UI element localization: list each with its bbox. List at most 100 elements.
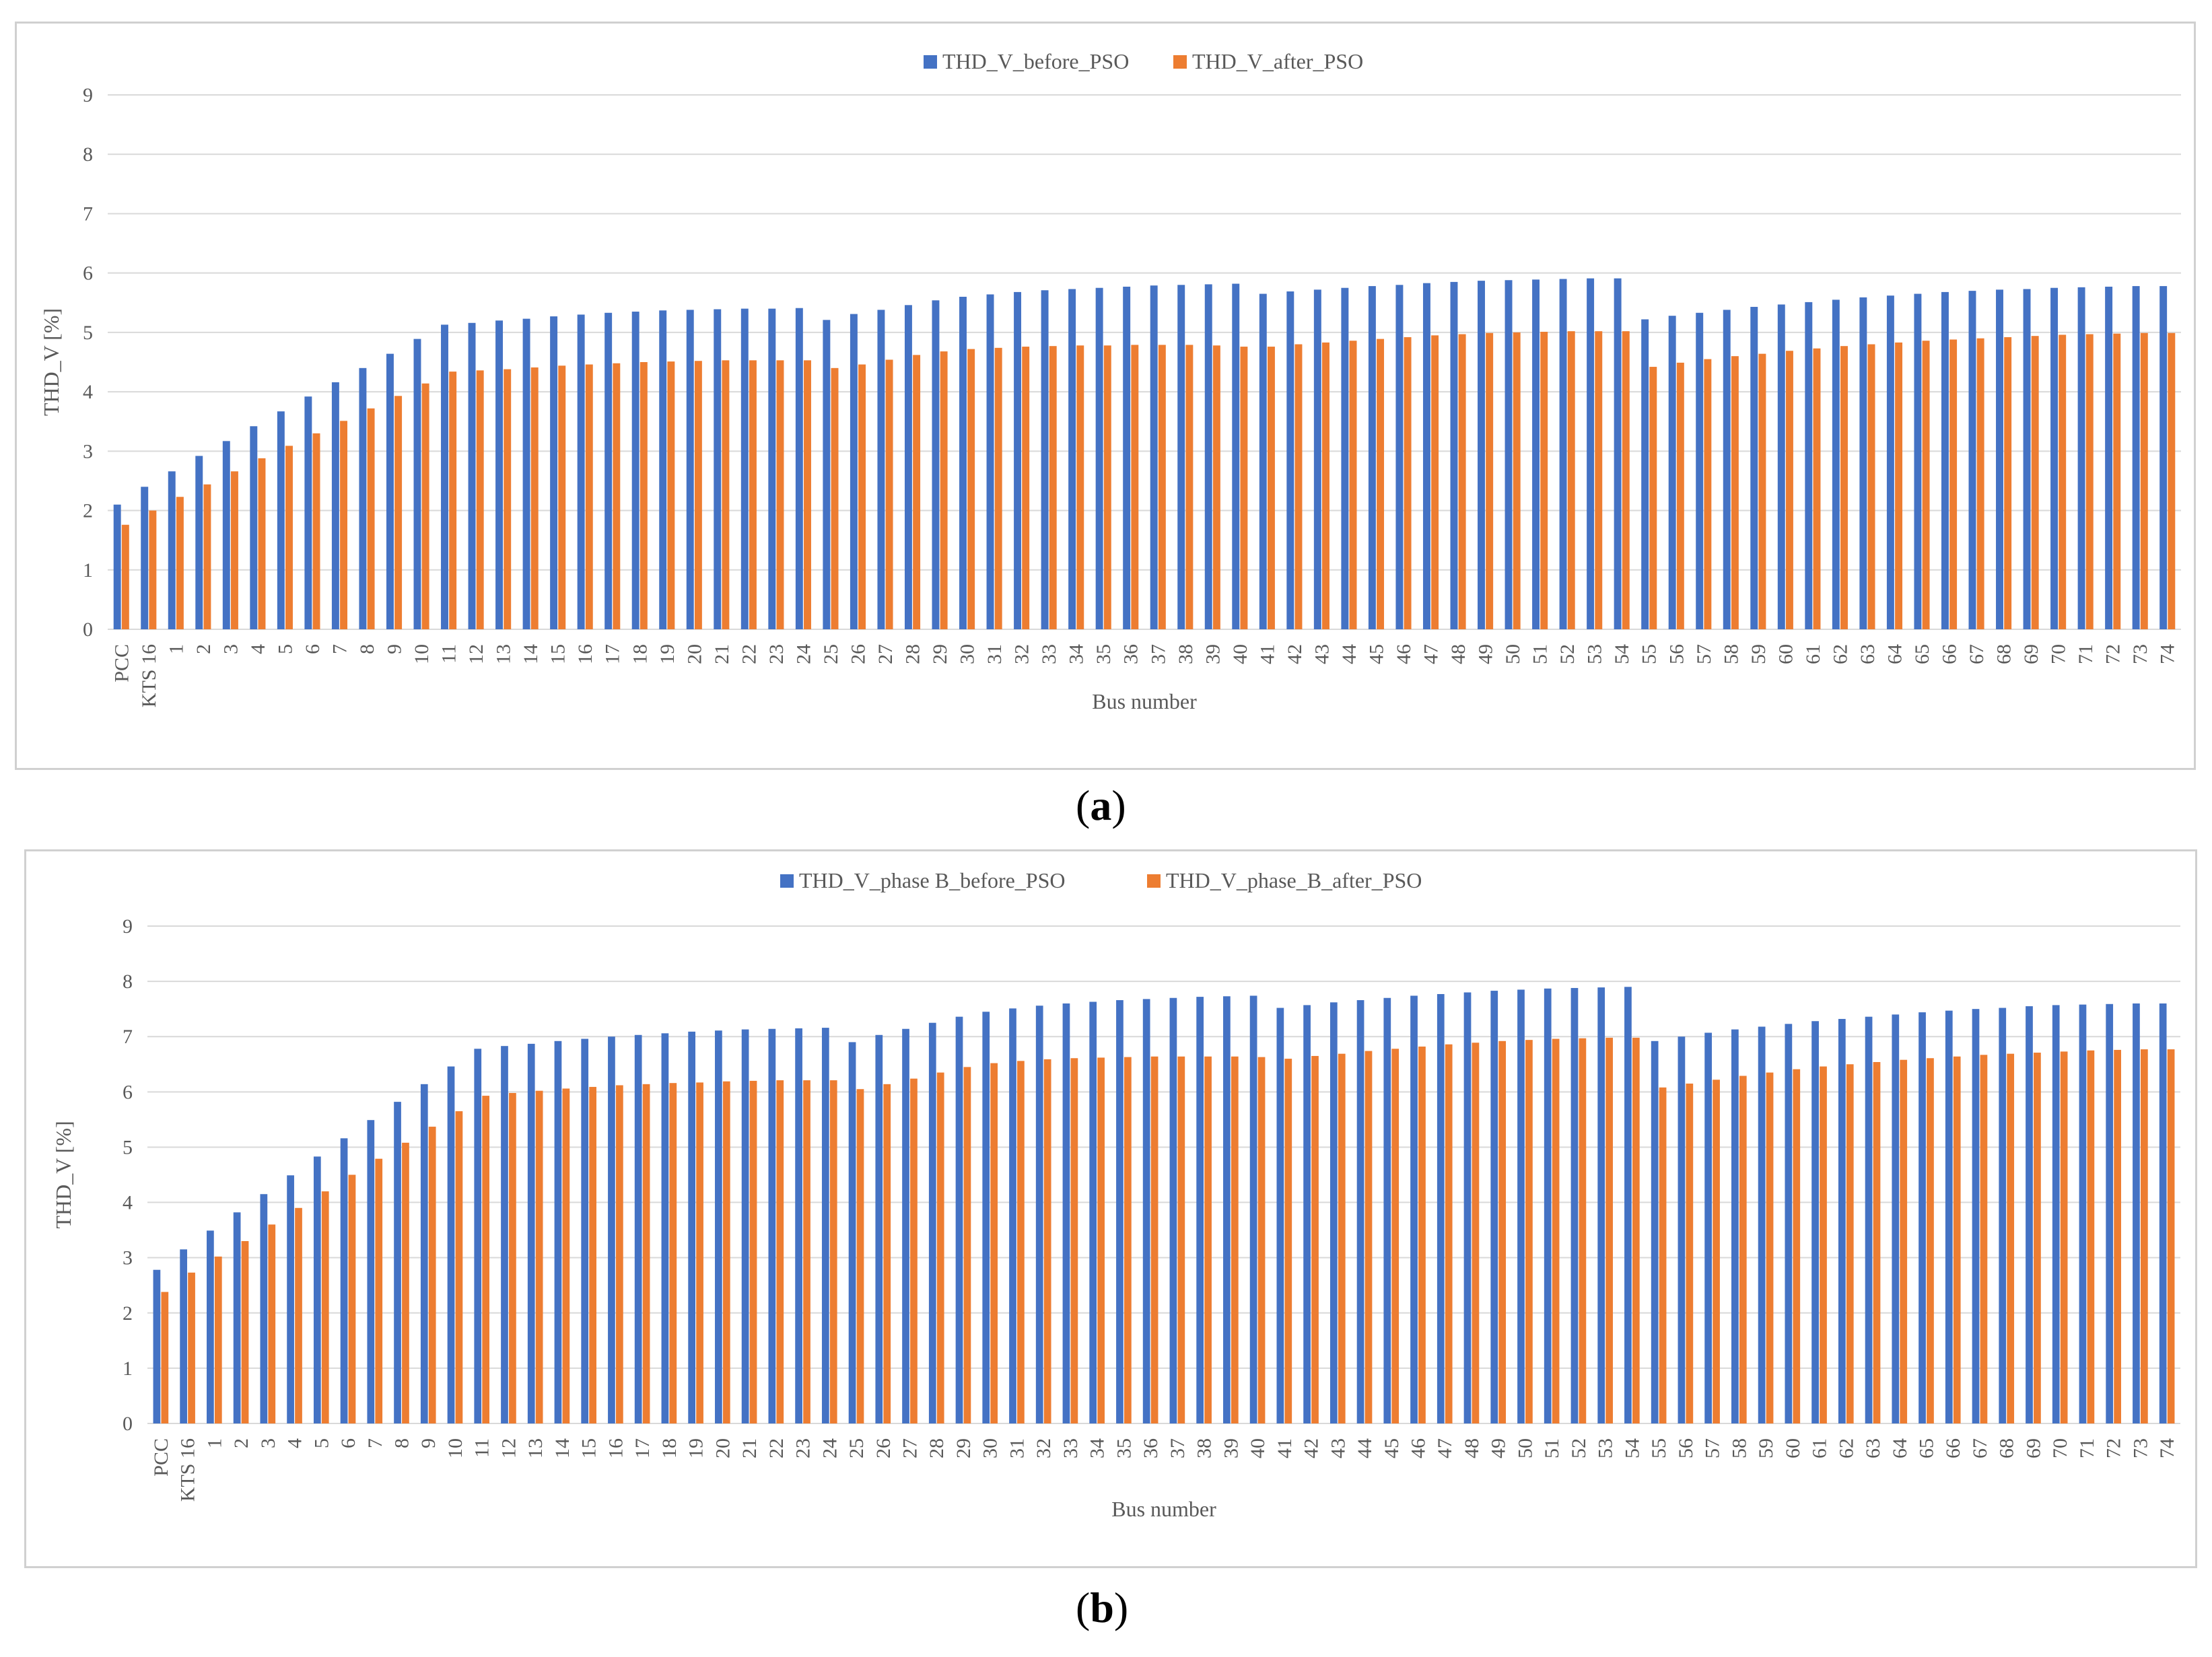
- x-tick-label: 37: [1167, 1438, 1189, 1458]
- bar-after: [1525, 1040, 1533, 1423]
- x-tick-label: 35: [1113, 1438, 1135, 1458]
- x-tick-label: 71: [2075, 644, 2097, 664]
- bar-before: [1014, 291, 1022, 629]
- bar-after: [669, 1083, 677, 1423]
- bar-before: [447, 1066, 455, 1423]
- bar-after: [829, 1080, 837, 1423]
- bar-before: [474, 1049, 482, 1423]
- bar-after: [776, 1080, 784, 1423]
- x-tick-label: 23: [765, 644, 788, 664]
- y-tick-label: 7: [123, 1026, 133, 1048]
- bar-after: [1927, 1058, 1934, 1423]
- x-tick-label: 41: [1274, 1438, 1296, 1458]
- bar-after: [188, 1272, 195, 1423]
- bar-after: [295, 1207, 302, 1423]
- bar-before: [304, 396, 312, 629]
- x-tick-label: 2: [230, 1438, 252, 1448]
- x-tick-label: 63: [1857, 644, 1879, 664]
- x-tick-label: 12: [465, 644, 487, 664]
- bar-after: [312, 433, 320, 629]
- x-tick-label: 21: [738, 1438, 761, 1458]
- x-tick-label: 59: [1755, 1438, 1777, 1458]
- bar-after: [1813, 348, 1821, 629]
- x-tick-label: 9: [384, 644, 406, 654]
- bar-after: [1131, 345, 1139, 629]
- bar-after: [1404, 337, 1412, 629]
- bar-before: [1329, 1002, 1338, 1423]
- x-tick-label: 3: [219, 644, 242, 654]
- bar-before: [1204, 284, 1212, 629]
- bar-after: [1567, 331, 1575, 629]
- bar-before: [1777, 304, 1785, 629]
- bar-before: [1356, 1000, 1364, 1423]
- bar-before: [1368, 286, 1376, 629]
- bar-before: [795, 1028, 802, 1423]
- bar-before: [1785, 1024, 1793, 1423]
- bar-before: [1865, 1016, 1873, 1423]
- x-tick-label: 28: [902, 644, 924, 664]
- bar-before: [1463, 992, 1472, 1423]
- bar-before: [1169, 997, 1177, 1423]
- bar-after: [1949, 339, 1958, 629]
- bar-after: [214, 1257, 222, 1423]
- bar-after: [1022, 347, 1030, 629]
- x-tick-label: 60: [1774, 644, 1797, 664]
- x-tick-label: 46: [1408, 1438, 1430, 1458]
- x-tick-label: 16: [604, 1438, 627, 1458]
- bar-before: [554, 1041, 562, 1423]
- bar-before: [394, 1102, 401, 1423]
- x-tick-label: 49: [1488, 1438, 1510, 1458]
- bar-after: [694, 361, 702, 629]
- bar-after: [1049, 346, 1057, 629]
- bar-after: [1704, 359, 1712, 629]
- bar-after: [883, 1084, 891, 1423]
- x-tick-label: 51: [1529, 644, 1552, 664]
- legend-swatch: [1173, 55, 1187, 69]
- bar-after: [348, 1174, 356, 1423]
- bar-before: [1838, 1018, 1846, 1423]
- x-axis-title: Bus number: [1092, 689, 1197, 713]
- bar-after: [910, 1078, 918, 1423]
- bar-before: [1450, 281, 1458, 629]
- bar-after: [1322, 342, 1329, 629]
- bar-after: [856, 1089, 864, 1423]
- bar-before: [1999, 1008, 2007, 1423]
- bar-before: [982, 1012, 990, 1423]
- bar-after: [1953, 1056, 1961, 1423]
- bar-after: [642, 1084, 650, 1423]
- bar-before: [2026, 1006, 2033, 1423]
- y-tick-label: 1: [123, 1358, 133, 1380]
- bar-before: [1919, 1012, 1926, 1423]
- bar-before: [1490, 991, 1498, 1423]
- x-tick-label: 63: [1862, 1438, 1884, 1458]
- x-tick-label: 59: [1748, 644, 1770, 664]
- bar-after: [994, 347, 1002, 629]
- bar-after: [1731, 356, 1739, 629]
- x-tick-label: 46: [1393, 644, 1415, 664]
- bar-after: [2060, 1051, 2068, 1423]
- x-tick-label: 69: [2022, 1438, 2044, 1458]
- bar-after: [2168, 332, 2176, 629]
- bar-after: [1377, 339, 1385, 629]
- bar-before: [2159, 1003, 2167, 1423]
- bar-before: [661, 1033, 669, 1423]
- bar-after: [2034, 1053, 2041, 1423]
- bar-before: [1668, 316, 1676, 629]
- bar-before: [222, 441, 230, 629]
- y-tick-label: 0: [83, 619, 93, 641]
- bar-after: [1713, 1080, 1720, 1423]
- bar-before: [2023, 289, 2031, 629]
- x-tick-label: 18: [629, 644, 651, 664]
- bar-after: [749, 1080, 757, 1423]
- x-tick-label: 45: [1381, 1438, 1403, 1458]
- bar-after: [1840, 346, 1848, 629]
- x-tick-label: 14: [520, 644, 542, 664]
- x-tick-label: 13: [524, 1438, 547, 1458]
- y-tick-label: 4: [123, 1192, 133, 1214]
- bar-after: [722, 360, 730, 629]
- x-tick-label: 54: [1621, 1438, 1643, 1458]
- x-tick-label: 52: [1556, 644, 1579, 664]
- legend-label: THD_V_after_PSO: [1192, 49, 1363, 73]
- x-tick-label: 29: [953, 1438, 975, 1458]
